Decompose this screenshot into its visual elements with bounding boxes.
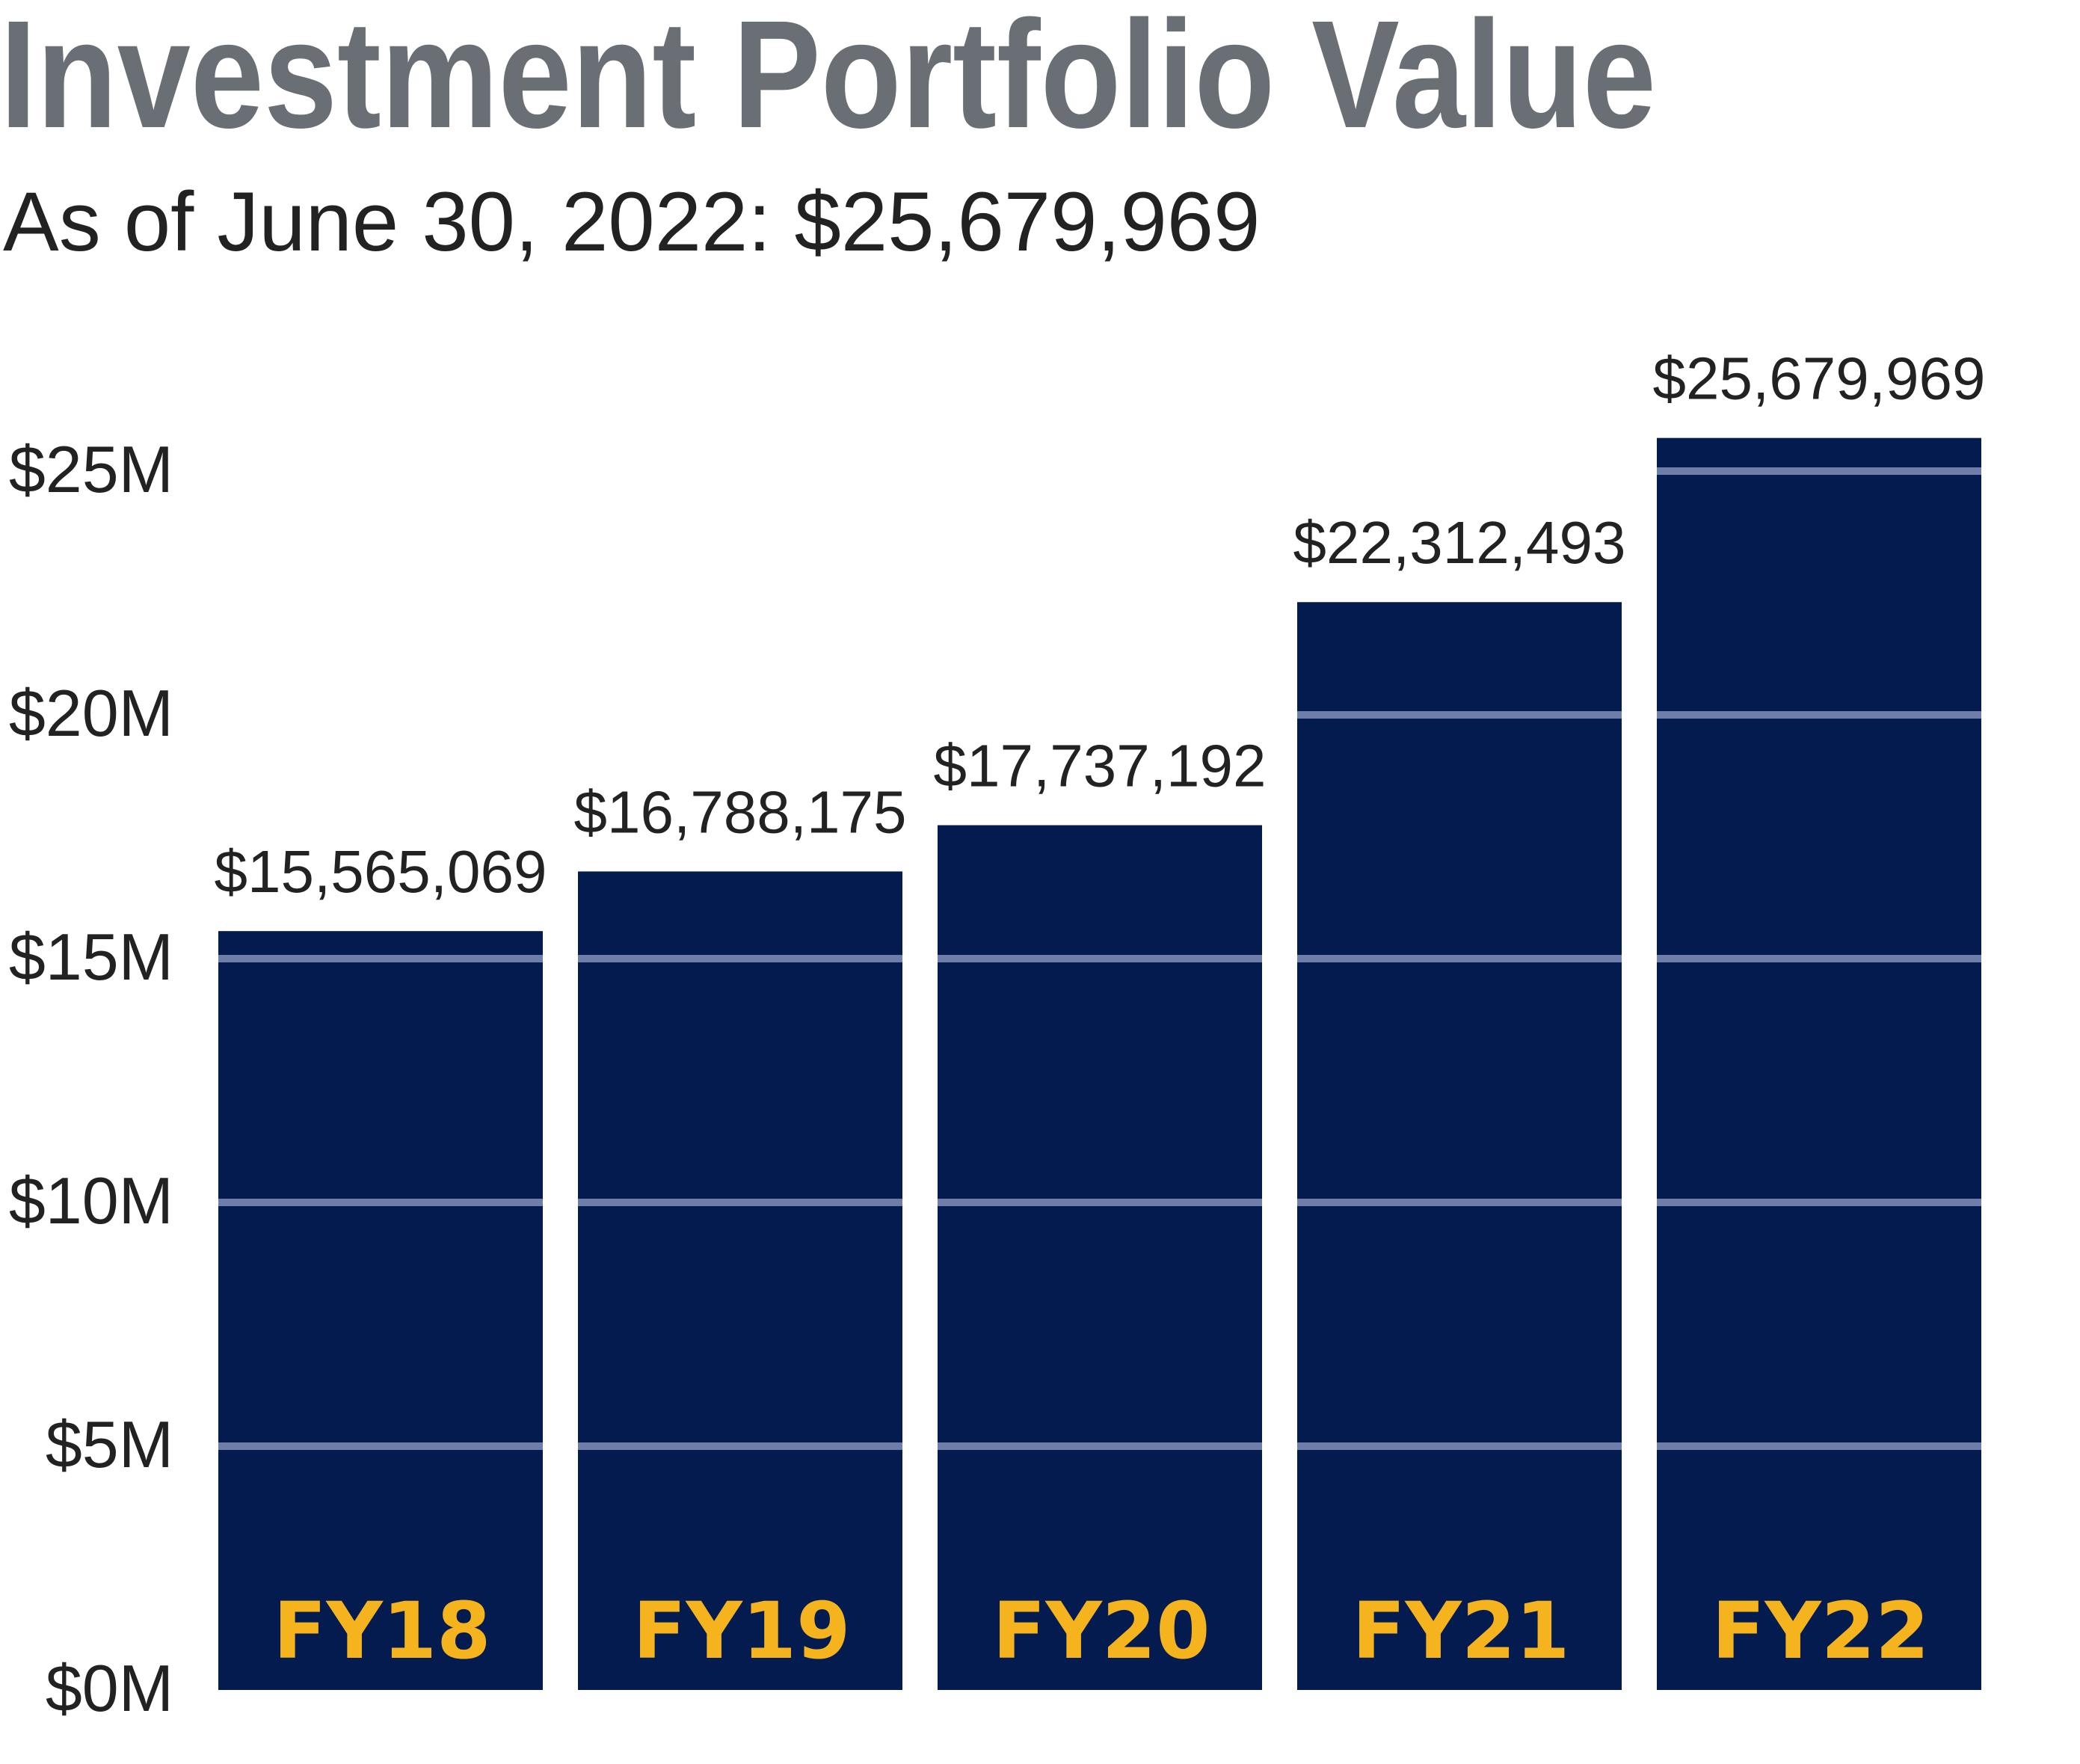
gridline-fy20-2 (938, 1199, 1262, 1206)
gridline-fy22-4 (1657, 711, 1981, 719)
category-label-fy18: FY18 (273, 1585, 490, 1677)
gridline-fy22-1 (1657, 1442, 1981, 1450)
gridline-fy20-3 (938, 955, 1262, 962)
value-label-fy21: $22,312,493 (1293, 509, 1626, 576)
gridline-fy21-1 (1297, 1442, 1622, 1450)
category-label-fy22: FY22 (1711, 1585, 1929, 1677)
chart-title: Investment Portfolio Value (0, 0, 1656, 160)
bar-fy18 (218, 931, 543, 1690)
bar-fy20 (938, 825, 1262, 1690)
bar-fy21 (1297, 602, 1622, 1690)
value-label-fy22: $25,679,969 (1653, 345, 1986, 412)
value-label-fy19: $16,788,175 (574, 778, 907, 845)
y-axis: $0M $5M $10M $15M $20M $25M (9, 432, 173, 1725)
value-label-fy18: $15,565,069 (215, 838, 547, 905)
ytick-label-2: $10M (9, 1164, 173, 1238)
bar-fy22 (1657, 437, 1981, 1690)
value-label-fy20: $17,737,192 (934, 733, 1267, 799)
gridline-fy21-4 (1297, 711, 1622, 719)
gridline-fy19-1 (578, 1442, 902, 1450)
ytick-label-1: $5M (46, 1407, 173, 1481)
bar-fy19 (578, 871, 902, 1690)
gridline-fy22-5 (1657, 467, 1981, 475)
gridline-fy18-3 (218, 955, 543, 962)
gridline-fy20-1 (938, 1442, 1262, 1450)
gridline-fy19-2 (578, 1199, 902, 1206)
ytick-label-5: $25M (9, 432, 173, 506)
chart-subtitle: As of June 30, 2022: $25,679,969 (3, 175, 1260, 268)
category-label-fy20: FY20 (992, 1585, 1210, 1677)
category-label-fy21: FY21 (1352, 1585, 1569, 1677)
bars-layer: $15,565,069 FY18 $16,788,175 FY19 $17,737,19… (215, 345, 1986, 1690)
ytick-label-3: $15M (9, 920, 173, 994)
category-label-fy19: FY19 (633, 1585, 850, 1677)
gridline-fy18-2 (218, 1199, 543, 1206)
gridline-fy22-3 (1657, 955, 1981, 962)
gridline-fy19-3 (578, 955, 902, 962)
ytick-label-0: $0M (46, 1651, 173, 1725)
gridline-fy21-2 (1297, 1199, 1622, 1206)
gridline-fy18-1 (218, 1442, 543, 1450)
gridline-fy21-3 (1297, 955, 1622, 962)
gridline-fy22-2 (1657, 1199, 1981, 1206)
ytick-label-4: $20M (9, 676, 173, 750)
